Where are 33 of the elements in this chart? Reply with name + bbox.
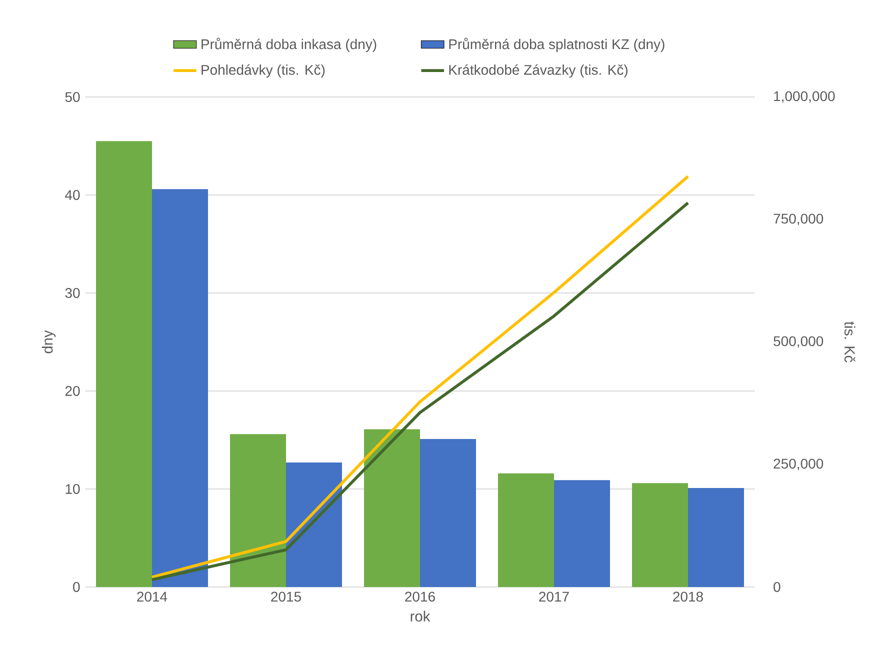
y2-tick-label: 0 (774, 582, 780, 592)
bar (632, 483, 688, 587)
legend-label: Průměrná doba splatnosti KZ (dny) (449, 38, 664, 52)
y-tick-label: 40 (65, 190, 80, 200)
x-tick-label: 2017 (539, 592, 569, 602)
y2-tick-label: 750,000 (774, 214, 824, 226)
x-tick-label: 2016 (405, 592, 435, 602)
x-axis-title: rok (410, 610, 430, 622)
y2-tick-label: 500,000 (774, 336, 824, 348)
legend-label: Pohledávky (tis. Kč) (202, 64, 325, 78)
bar (498, 473, 554, 587)
y-tick-label: 30 (65, 288, 80, 298)
y-tick-label: 50 (65, 92, 80, 102)
bar (364, 429, 420, 587)
bar (420, 439, 476, 587)
y-tick-label: 20 (65, 386, 80, 396)
y2-tick-label: 1,000,000 (774, 91, 835, 103)
bar (286, 462, 342, 587)
x-tick-label: 2015 (271, 592, 301, 602)
bar (554, 480, 610, 587)
legend-label: Průměrná doba inkasa (dny) (202, 38, 376, 52)
x-tick-label: 2018 (673, 592, 703, 602)
bar (230, 434, 286, 587)
bar (152, 189, 208, 587)
bar (96, 141, 152, 587)
y2-axis-title: tis. Kč (844, 322, 856, 362)
x-tick-label: 2014 (137, 592, 168, 602)
legend-label: Krátkodobé Závazky (tis. Kč) (449, 64, 628, 78)
y-tick-label: 0 (73, 582, 80, 592)
y2-tick-label: 250,000 (774, 458, 824, 470)
bar (688, 488, 744, 587)
y-tick-label: 10 (66, 484, 80, 494)
y-axis-title: dny (42, 330, 56, 354)
